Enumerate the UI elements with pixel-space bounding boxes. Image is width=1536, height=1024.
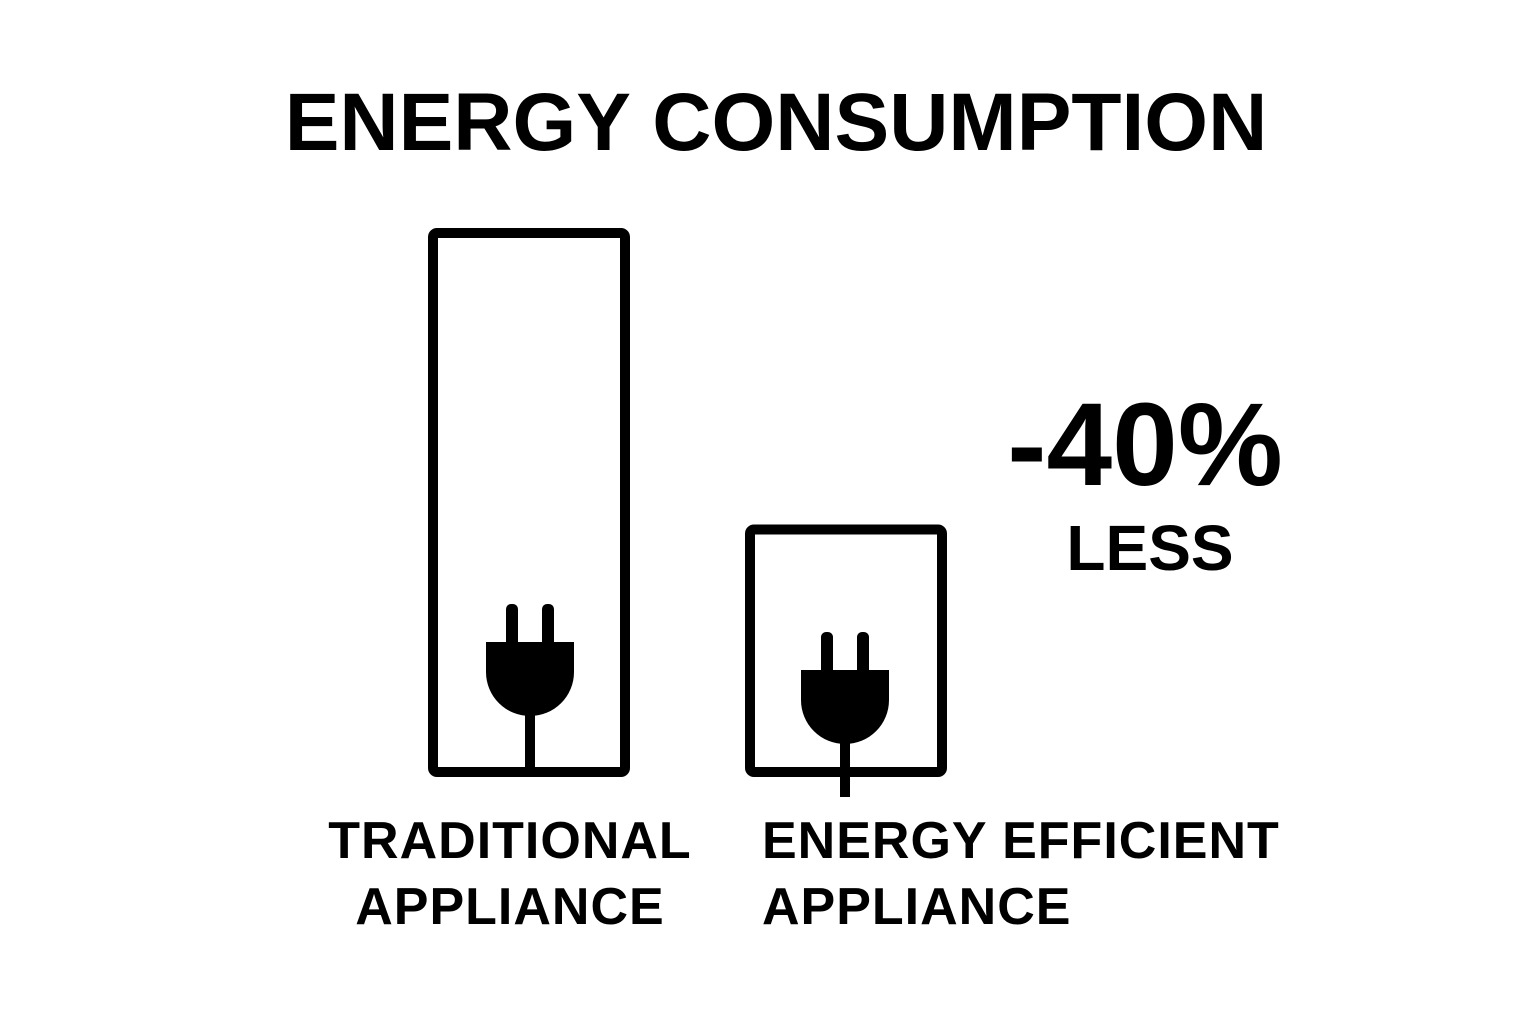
bar — [428, 228, 630, 777]
category-label: TRADITIONAL APPLIANCE — [328, 812, 692, 936]
category-label: ENERGY EFFICIENT APPLIANCE — [762, 812, 1280, 936]
chart-title: ENERGY CONSUMPTION — [285, 77, 1268, 168]
bars — [428, 228, 947, 778]
annotation: -40% — [1007, 379, 1282, 511]
annotation: LESS — [1066, 512, 1233, 584]
